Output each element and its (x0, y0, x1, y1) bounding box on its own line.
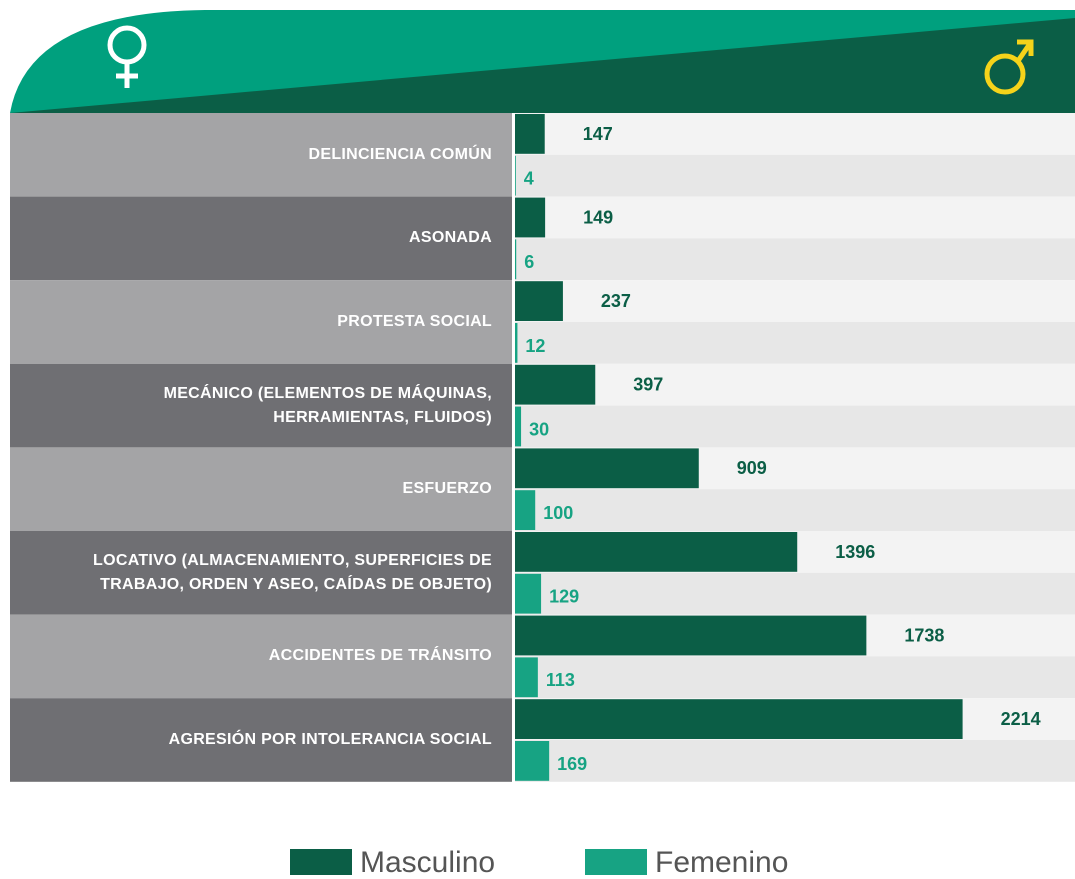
male-icon (984, 39, 1034, 95)
value-label: 129 (549, 587, 579, 607)
category-label: ASONADA (409, 229, 492, 247)
category-label: ACCIDENTES DE TRÁNSITO (268, 647, 492, 665)
legend-swatch (585, 849, 647, 875)
bar (515, 490, 536, 530)
value-label: 1738 (904, 625, 944, 645)
bar (515, 448, 699, 489)
value-label: 6 (524, 252, 534, 272)
bar (515, 741, 550, 781)
bar (515, 573, 542, 614)
legend-label: Femenino (655, 846, 788, 879)
category-label: MECÁNICO (ELEMENTOS DE MÁQUINAS, HERRAMI… (163, 384, 492, 426)
value-label: 4 (524, 169, 534, 189)
value-label: 149 (583, 207, 613, 227)
bar (515, 699, 963, 739)
label-panel (10, 531, 512, 615)
label-panel (10, 113, 512, 197)
value-label: 100 (543, 503, 573, 523)
row-band (515, 489, 1075, 531)
row-band (515, 572, 1075, 615)
value-label: 1396 (835, 542, 875, 562)
bar (515, 657, 538, 698)
row-band (515, 740, 1075, 782)
label-panel (10, 614, 512, 699)
label-panel (10, 196, 512, 281)
row-band (515, 113, 1075, 155)
category-label: ESFUERZO (402, 480, 492, 498)
label-panel (10, 698, 512, 782)
label-panel (10, 363, 512, 448)
row-band (515, 322, 1075, 364)
value-label: 169 (557, 754, 587, 774)
bar (515, 239, 517, 280)
row-band (515, 154, 1075, 197)
bar (515, 197, 546, 238)
category-label: DELINCIENCIA COMÚN (308, 145, 492, 163)
row-band (515, 196, 1075, 239)
bar (515, 114, 545, 154)
row-band (515, 656, 1075, 699)
value-label: 2214 (1001, 709, 1041, 729)
value-label: 30 (529, 419, 549, 439)
row-band (515, 363, 1075, 406)
row-band (515, 405, 1075, 448)
category-label: PROTESTA SOCIAL (337, 312, 492, 330)
bar (515, 155, 516, 196)
bar (515, 615, 867, 656)
legend-swatch (290, 849, 352, 875)
value-label: 12 (525, 336, 545, 356)
header-shade (10, 18, 1075, 113)
label-panel (10, 280, 512, 364)
value-label: 397 (633, 375, 663, 395)
bar (515, 323, 518, 363)
bar (515, 364, 596, 405)
label-panel (10, 447, 512, 531)
value-label: 113 (546, 670, 575, 690)
bar (515, 281, 563, 321)
value-label: 909 (737, 458, 767, 478)
row-band (515, 280, 1075, 322)
value-label: 237 (601, 291, 631, 311)
row-band (515, 238, 1075, 281)
legend-label: Masculino (360, 846, 495, 879)
category-label: AGRESIÓN POR INTOLERANCIA SOCIAL (168, 730, 492, 748)
category-label: LOCATIVO (ALMACENAMIENTO, SUPERFICIES DE… (93, 551, 492, 593)
value-label: 147 (583, 124, 613, 144)
bar (515, 406, 522, 447)
bar (515, 532, 798, 572)
female-icon (107, 25, 147, 88)
